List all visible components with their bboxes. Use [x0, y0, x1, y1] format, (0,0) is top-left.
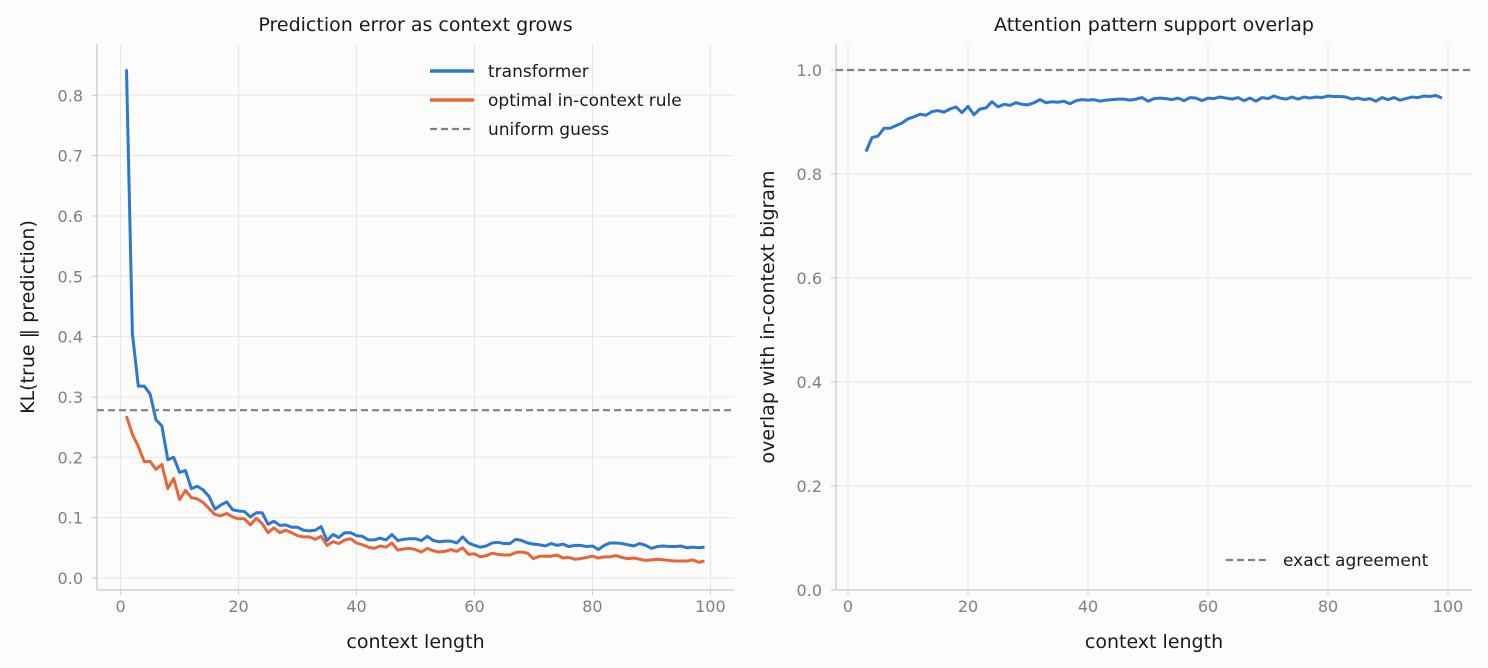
y-axis-label: KL(true ‖ prediction) — [17, 220, 39, 414]
y-tick-label: 0.4 — [797, 373, 822, 392]
chart-title: Prediction error as context grows — [258, 14, 572, 36]
x-tick-label: 20 — [958, 597, 978, 616]
x-axis-label: context length — [1085, 631, 1223, 653]
attention-overlap-panel: 0 20 40 60 80 100 0.0 0.2 0.4 0.6 0.8 1.0 Attention … — [757, 14, 1472, 653]
y-tick-label: 0.5 — [58, 267, 83, 286]
x-tick-label: 20 — [228, 597, 248, 616]
legend-entry-label: exact agreement — [1283, 551, 1429, 571]
legend-entry-label: uniform guess — [488, 120, 609, 140]
y-tick-label: 0.6 — [797, 269, 822, 288]
x-tick-label: 80 — [582, 597, 602, 616]
series-line-optimal-in-context-rule — [125, 415, 705, 564]
x-axis-label: context length — [346, 631, 484, 653]
x-tick-label: 0 — [843, 597, 853, 616]
series-line-transformer — [124, 69, 705, 552]
x-tick-label: 60 — [464, 597, 484, 616]
x-tick-label: 80 — [1318, 597, 1338, 616]
y-tick-label: 0.7 — [58, 147, 83, 166]
y-tick-label: 1.0 — [797, 61, 822, 80]
legend: transformer optimal in-context rule unifor… — [430, 62, 682, 140]
x-tick-label: 60 — [1198, 597, 1218, 616]
legend: exact agreement — [1226, 551, 1429, 571]
y-tick-label: 0.2 — [58, 448, 83, 467]
y-tick-label: 0.4 — [58, 328, 83, 347]
legend-entry-label: transformer — [488, 62, 589, 82]
y-tick-label: 0.0 — [58, 569, 83, 588]
y-tick-label: 0.6 — [58, 207, 83, 226]
x-tick-label: 40 — [1078, 597, 1098, 616]
x-tick-label: 100 — [695, 597, 726, 616]
series-line-transformer — [864, 93, 1443, 153]
y-tick-label: 0.2 — [797, 477, 822, 496]
grid — [836, 44, 1472, 591]
x-tick-label: 100 — [1433, 597, 1464, 616]
y-tick-label: 0.3 — [58, 388, 83, 407]
grid — [97, 44, 734, 590]
x-tick-label: 0 — [115, 597, 125, 616]
y-axis-label: overlap with in-context bigram — [757, 171, 779, 464]
kl-error-panel: 0 20 40 60 80 100 0.0 0.1 0.2 0.3 0.4 0.5 0.6 0.7 0.8 P… — [17, 14, 734, 653]
y-tick-label: 0.1 — [58, 509, 83, 528]
y-tick-label: 0.0 — [797, 581, 822, 600]
legend-entry-label: optimal in-context rule — [488, 91, 682, 111]
y-tick-label: 0.8 — [797, 165, 822, 184]
chart-title: Attention pattern support overlap — [994, 14, 1314, 36]
y-tick-label: 0.8 — [58, 86, 83, 105]
x-tick-label: 40 — [346, 597, 366, 616]
